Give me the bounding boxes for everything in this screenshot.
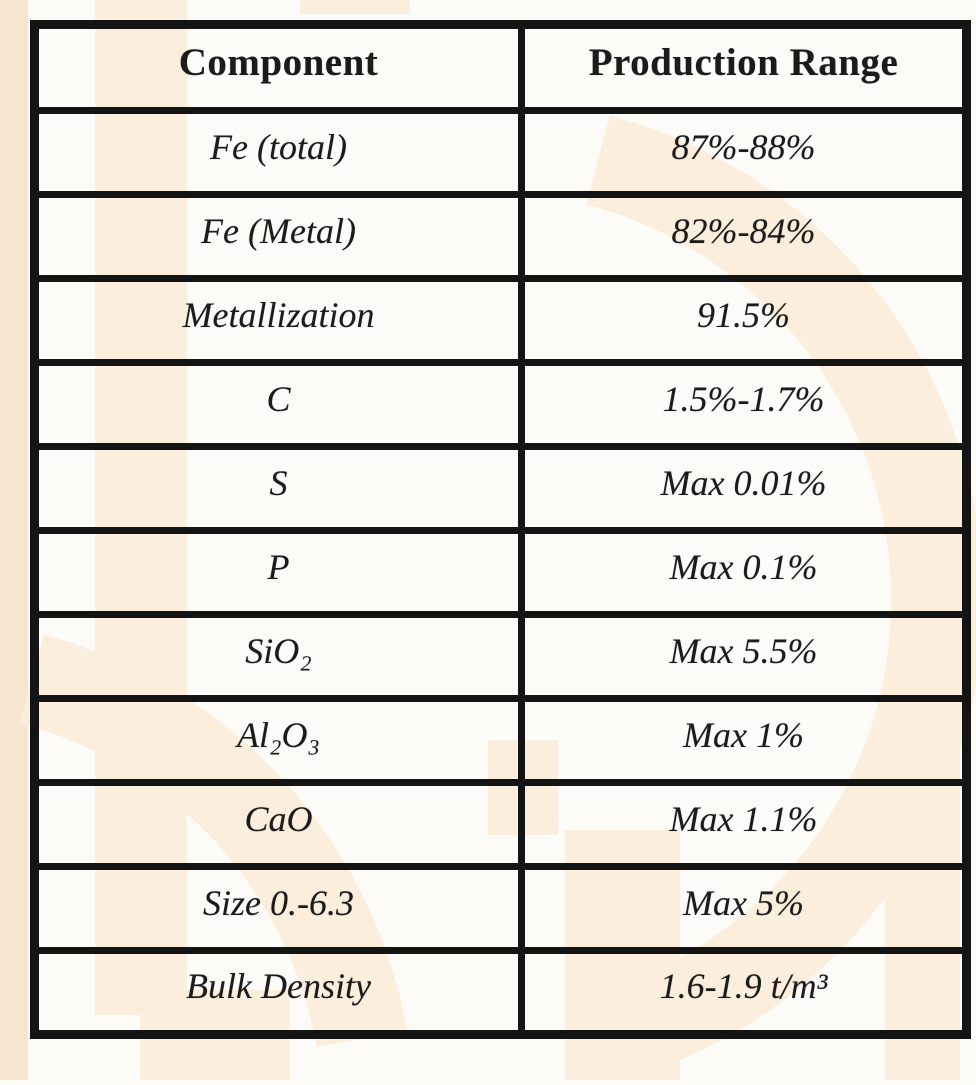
range-cell: 91.5%	[518, 275, 970, 366]
range-cell: Max 5%	[518, 863, 970, 954]
component-cell: Metallization	[31, 275, 525, 366]
header-row: Component Production Range	[31, 21, 970, 114]
table-row: Fe (total) 87%-88%	[31, 107, 970, 198]
range-cell: 1.5%-1.7%	[518, 359, 970, 450]
range-cell: 82%-84%	[518, 191, 970, 282]
table-row: Bulk Density 1.6-1.9 t/m³	[31, 947, 970, 1038]
component-cell: S	[31, 443, 525, 534]
table-row: C 1.5%-1.7%	[31, 359, 970, 450]
table-row: SiO₂ Max 5.5%	[31, 611, 970, 702]
range-cell: Max 1.1%	[518, 779, 970, 870]
range-cell: Max 5.5%	[518, 611, 970, 702]
table-row: Fe (Metal) 82%-84%	[31, 191, 970, 282]
product-spec-table: Component Production Range Fe (total) 87…	[30, 20, 971, 1039]
component-cell: Fe (total)	[31, 107, 525, 198]
component-cell: P	[31, 527, 525, 618]
component-cell: Size 0.-6.3	[31, 863, 525, 954]
header-component: Component	[31, 21, 525, 114]
spec-table-container: Component Production Range Fe (total) 87…	[30, 20, 971, 1039]
header-production-range: Production Range	[518, 21, 970, 114]
table-row: CaO Max 1.1%	[31, 779, 970, 870]
table-row: P Max 0.1%	[31, 527, 970, 618]
table-row: Size 0.-6.3 Max 5%	[31, 863, 970, 954]
table-row: S Max 0.01%	[31, 443, 970, 534]
component-cell: Al₂O₃	[31, 695, 525, 786]
table-row: Al₂O₃ Max 1%	[31, 695, 970, 786]
range-cell: 1.6-1.9 t/m³	[518, 947, 970, 1038]
range-cell: Max 0.1%	[518, 527, 970, 618]
table-row: Metallization 91.5%	[31, 275, 970, 366]
component-cell: C	[31, 359, 525, 450]
component-cell: CaO	[31, 779, 525, 870]
component-cell: Fe (Metal)	[31, 191, 525, 282]
range-cell: Max 0.01%	[518, 443, 970, 534]
range-cell: 87%-88%	[518, 107, 970, 198]
range-cell: Max 1%	[518, 695, 970, 786]
component-cell: Bulk Density	[31, 947, 525, 1038]
component-cell: SiO₂	[31, 611, 525, 702]
